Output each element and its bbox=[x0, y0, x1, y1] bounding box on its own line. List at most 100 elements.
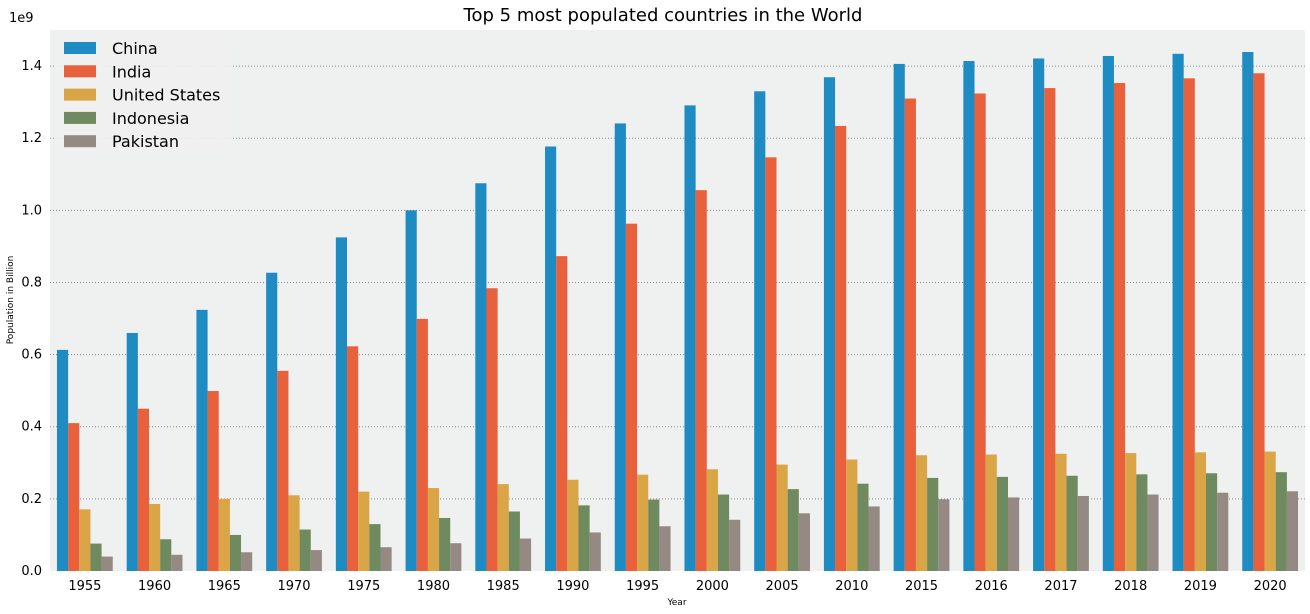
bar-indonesia-1970 bbox=[299, 529, 311, 571]
x-tick-label: 2018 bbox=[1114, 579, 1147, 594]
bar-pakistan-1965 bbox=[241, 552, 253, 571]
bar-china-1980 bbox=[405, 210, 417, 571]
bar-india-2016 bbox=[974, 93, 986, 571]
bar-pakistan-1985 bbox=[519, 538, 532, 571]
x-tick-label: 1955 bbox=[68, 579, 101, 594]
bar-pakistan-1960 bbox=[171, 554, 183, 571]
bar-pakistan-1975 bbox=[380, 547, 392, 571]
bar-india-1970 bbox=[277, 370, 289, 571]
y-tick-label: 0.8 bbox=[21, 275, 42, 290]
bar-pakistan-1990 bbox=[589, 532, 601, 571]
bars bbox=[56, 52, 1299, 572]
legend: China India United States Indonesia Pakistan bbox=[56, 35, 231, 153]
bar-indonesia-1995 bbox=[648, 499, 660, 571]
bar-united-states-2005 bbox=[776, 464, 788, 571]
bar-pakistan-2015 bbox=[938, 499, 950, 571]
y-tick-label: 1.4 bbox=[21, 59, 42, 74]
bar-united-states-2020 bbox=[1264, 451, 1276, 571]
x-tick-label: 1995 bbox=[626, 579, 659, 594]
bar-india-2017 bbox=[1044, 88, 1056, 571]
bar-indonesia-2005 bbox=[787, 489, 799, 571]
bar-india-2010 bbox=[835, 125, 847, 571]
legend-label: India bbox=[112, 62, 151, 81]
bar-india-2015 bbox=[904, 98, 916, 571]
legend-swatch bbox=[64, 42, 96, 54]
bar-india-2020 bbox=[1253, 73, 1265, 571]
bar-indonesia-1965 bbox=[229, 534, 242, 571]
bar-china-1995 bbox=[614, 123, 626, 571]
bar-pakistan-2018 bbox=[1147, 494, 1159, 571]
bar-united-states-2015 bbox=[915, 455, 928, 571]
y-tick-label: 0.4 bbox=[21, 420, 42, 435]
bar-united-states-2016 bbox=[985, 454, 997, 571]
plot-background bbox=[50, 30, 1305, 571]
bar-pakistan-2017 bbox=[1077, 495, 1089, 571]
legend-label: Pakistan bbox=[112, 132, 179, 151]
bar-pakistan-1955 bbox=[101, 556, 113, 571]
bar-pakistan-2019 bbox=[1217, 492, 1229, 571]
bar-indonesia-2019 bbox=[1205, 473, 1218, 571]
bar-india-1960 bbox=[137, 408, 150, 571]
x-tick-label: 1990 bbox=[556, 579, 589, 594]
bar-china-1970 bbox=[266, 272, 278, 571]
x-tick-labels: 1955 1960 1965 1970 1975 1980 1985 1990 1995 2000… bbox=[68, 579, 1286, 594]
bar-pakistan-2005 bbox=[798, 513, 810, 571]
legend-label: China bbox=[112, 39, 158, 58]
bar-india-2018 bbox=[1113, 83, 1126, 572]
bar-united-states-2017 bbox=[1055, 453, 1067, 571]
bar-china-1990 bbox=[545, 146, 557, 571]
x-tick-label: 2020 bbox=[1254, 579, 1287, 594]
bar-china-2018 bbox=[1102, 55, 1114, 572]
x-tick-label: 2019 bbox=[1184, 579, 1217, 594]
chart-title: Top 5 most populated countries in the Wo… bbox=[463, 5, 863, 26]
bar-indonesia-2000 bbox=[717, 494, 730, 571]
x-tick-label: 1960 bbox=[138, 579, 171, 594]
bar-china-2015 bbox=[893, 63, 905, 572]
bar-pakistan-2010 bbox=[868, 506, 880, 571]
bar-china-2010 bbox=[823, 77, 836, 571]
bar-pakistan-1970 bbox=[310, 550, 322, 571]
bar-indonesia-2010 bbox=[857, 483, 869, 571]
bar-united-states-1980 bbox=[427, 488, 440, 571]
bar-pakistan-2016 bbox=[1007, 497, 1020, 571]
bar-china-2000 bbox=[684, 105, 696, 571]
bar-india-1965 bbox=[207, 391, 219, 571]
bar-india-1995 bbox=[625, 223, 638, 571]
gridlines bbox=[50, 65, 1305, 500]
x-tick-label: 2005 bbox=[766, 579, 799, 594]
bar-united-states-1955 bbox=[79, 509, 91, 571]
bar-united-states-1995 bbox=[637, 474, 649, 571]
bar-indonesia-1960 bbox=[160, 539, 172, 571]
legend-label: Indonesia bbox=[112, 109, 189, 128]
bar-indonesia-2018 bbox=[1136, 474, 1148, 571]
x-tick-label: 1970 bbox=[277, 579, 310, 594]
x-tick-label: 1980 bbox=[417, 579, 450, 594]
y-tick-label: 0.2 bbox=[21, 492, 42, 507]
bar-indonesia-1985 bbox=[508, 511, 520, 571]
bar-indonesia-1975 bbox=[369, 524, 381, 571]
bar-china-2016 bbox=[963, 61, 975, 572]
bar-united-states-2000 bbox=[706, 469, 718, 571]
x-tick-label: 2016 bbox=[975, 579, 1008, 594]
legend-swatch bbox=[64, 65, 96, 78]
bar-china-1965 bbox=[196, 309, 208, 571]
bar-india-2000 bbox=[695, 190, 707, 571]
legend-label: United States bbox=[112, 86, 220, 105]
bar-china-1975 bbox=[335, 237, 348, 571]
bar-united-states-2018 bbox=[1125, 453, 1137, 571]
bar-india-1990 bbox=[556, 256, 568, 571]
bar-united-states-1970 bbox=[288, 495, 300, 571]
bar-indonesia-2015 bbox=[927, 477, 939, 571]
x-tick-label: 1965 bbox=[208, 579, 241, 594]
bar-india-2005 bbox=[765, 157, 777, 571]
legend-swatch bbox=[64, 135, 96, 148]
bar-united-states-1990 bbox=[567, 479, 579, 571]
bar-united-states-2019 bbox=[1194, 452, 1206, 571]
bar-indonesia-2017 bbox=[1066, 475, 1078, 571]
bar-indonesia-1990 bbox=[578, 505, 590, 571]
y-offset-text: 1e9 bbox=[9, 11, 34, 26]
bar-india-2019 bbox=[1183, 78, 1195, 571]
bar-china-2017 bbox=[1033, 58, 1045, 572]
bar-china-2005 bbox=[754, 91, 766, 571]
